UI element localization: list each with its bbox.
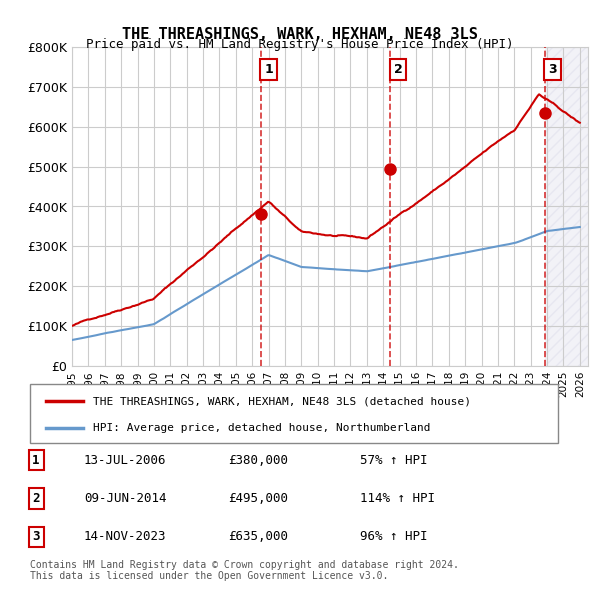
Text: £380,000: £380,000 (228, 454, 288, 467)
Text: THE THREASHINGS, WARK, HEXHAM, NE48 3LS (detached house): THE THREASHINGS, WARK, HEXHAM, NE48 3LS … (94, 396, 472, 406)
Text: HPI: Average price, detached house, Northumberland: HPI: Average price, detached house, Nort… (94, 423, 431, 432)
Text: £495,000: £495,000 (228, 492, 288, 505)
Text: £635,000: £635,000 (228, 530, 288, 543)
Text: 14-NOV-2023: 14-NOV-2023 (84, 530, 167, 543)
FancyBboxPatch shape (30, 384, 558, 442)
Text: 57% ↑ HPI: 57% ↑ HPI (360, 454, 427, 467)
Text: 1: 1 (264, 63, 273, 76)
Text: 3: 3 (548, 63, 557, 76)
Text: 09-JUN-2014: 09-JUN-2014 (84, 492, 167, 505)
Text: 13-JUL-2006: 13-JUL-2006 (84, 454, 167, 467)
Text: 2: 2 (32, 492, 40, 505)
Text: Contains HM Land Registry data © Crown copyright and database right 2024.
This d: Contains HM Land Registry data © Crown c… (30, 559, 459, 581)
Text: 114% ↑ HPI: 114% ↑ HPI (360, 492, 435, 505)
Bar (545, 47, 596, 366)
Text: 1: 1 (32, 454, 40, 467)
Text: Price paid vs. HM Land Registry's House Price Index (HPI): Price paid vs. HM Land Registry's House … (86, 38, 514, 51)
Text: 3: 3 (32, 530, 40, 543)
Text: 2: 2 (394, 63, 403, 76)
Text: 96% ↑ HPI: 96% ↑ HPI (360, 530, 427, 543)
Text: THE THREASHINGS, WARK, HEXHAM, NE48 3LS: THE THREASHINGS, WARK, HEXHAM, NE48 3LS (122, 27, 478, 41)
